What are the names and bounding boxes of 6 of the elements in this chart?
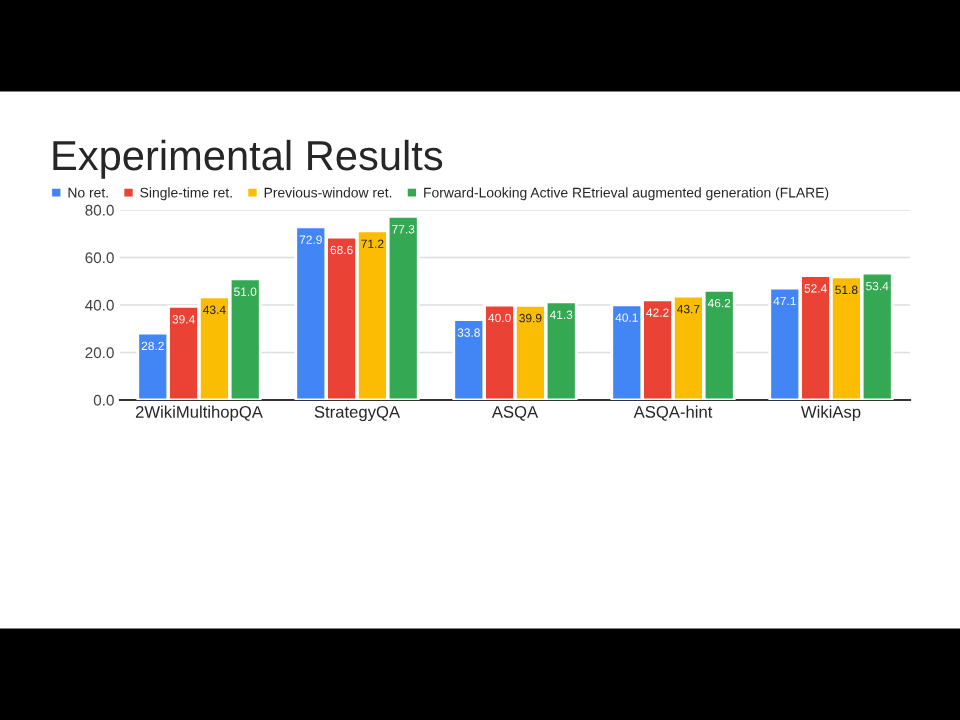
- x-tick-label: StrategyQA: [314, 406, 401, 422]
- x-tick-label: ASQA-hint: [633, 405, 713, 421]
- chart-title: Experimental Results: [53, 139, 443, 179]
- x-tick-label: 2WikiMultihopQA: [135, 405, 263, 422]
- x-tick-label: ASQA: [491, 406, 539, 421]
- x-tick-label: WikiAsp: [800, 405, 861, 422]
